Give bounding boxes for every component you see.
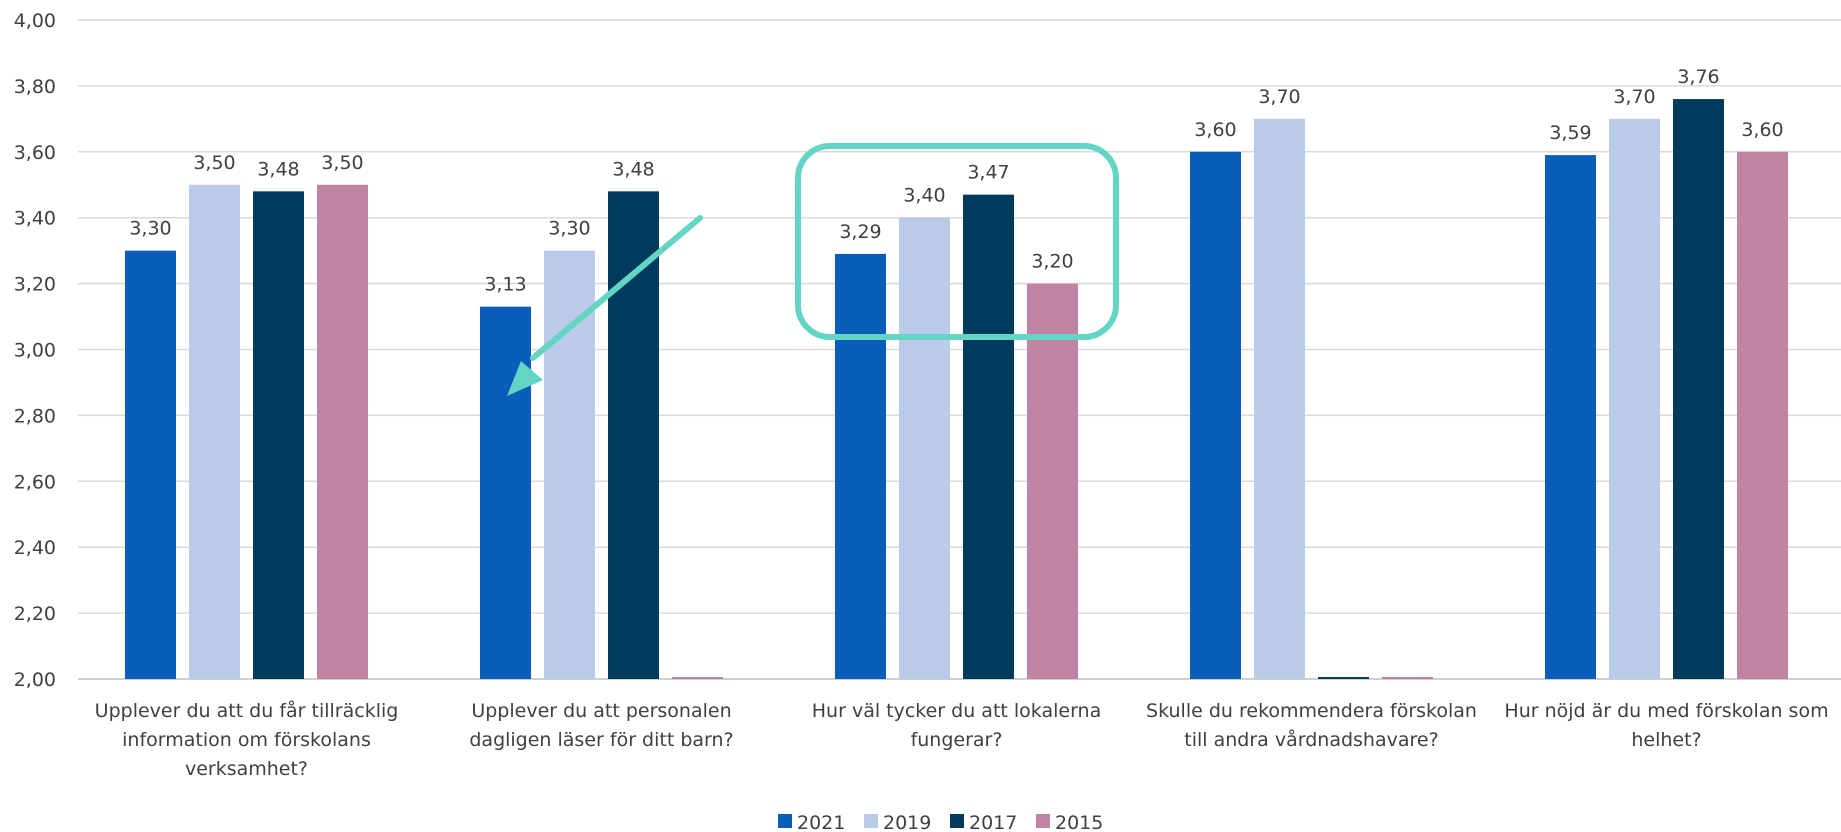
bar-2021 <box>125 250 176 679</box>
y-tick-label: 3,60 <box>14 142 56 164</box>
legend-label: 2019 <box>883 812 931 832</box>
data-label: 3,48 <box>612 158 654 180</box>
bar-2019 <box>544 250 595 679</box>
category-label: information om förskolans <box>122 729 371 751</box>
category-label: verksamhet? <box>185 758 308 780</box>
data-label: 3,40 <box>903 185 945 207</box>
legend-swatch-2017 <box>950 814 964 828</box>
legend-label: 2021 <box>797 812 845 832</box>
y-tick-label: 2,20 <box>14 603 56 625</box>
data-label: 3,48 <box>257 158 299 180</box>
data-label: 3,50 <box>321 152 363 174</box>
legend-label: 2015 <box>1055 812 1103 832</box>
data-label: 3,30 <box>548 218 590 240</box>
legend-swatch-2019 <box>864 814 878 828</box>
category-label: helhet? <box>1631 729 1701 751</box>
bar-2017 <box>608 191 659 679</box>
y-tick-label: 2,60 <box>14 471 56 493</box>
data-label: 3,13 <box>484 274 526 296</box>
legend-swatch-2015 <box>1036 814 1050 828</box>
trend-arrow-shaft <box>530 215 703 361</box>
bar-2015-empty <box>1382 677 1433 679</box>
y-tick-label: 3,00 <box>14 340 56 362</box>
bar-2015 <box>317 184 368 679</box>
data-label: 3,59 <box>1549 122 1591 144</box>
data-label: 3,60 <box>1741 119 1783 141</box>
data-label: 3,70 <box>1613 86 1655 108</box>
bars <box>125 99 1788 680</box>
y-tick-label: 3,80 <box>14 76 56 98</box>
highlight-box <box>795 143 1119 340</box>
bar-2015 <box>1027 283 1078 679</box>
category-label: till andra vårdnadshavare? <box>1184 728 1438 751</box>
bar-2017 <box>963 194 1014 679</box>
bar-2017 <box>1673 99 1724 679</box>
legend: 2021 2019 2017 2015 <box>778 812 1103 832</box>
bar-2021 <box>1190 151 1241 680</box>
category-label: Skulle du rekommendera förskolan <box>1146 700 1477 722</box>
y-tick-label: 3,40 <box>14 208 56 230</box>
data-label: 3,20 <box>1031 251 1073 273</box>
category-label: Upplever du att du får tillräcklig <box>95 699 399 722</box>
category-label: Hur nöjd är du med förskolan som <box>1504 700 1828 722</box>
bar-2015-empty <box>672 677 723 679</box>
legend-swatch-2021 <box>778 814 792 828</box>
bar-2019 <box>1254 118 1305 680</box>
gridlines <box>78 19 1841 680</box>
annotations <box>507 143 1119 396</box>
data-label: 3,70 <box>1258 86 1300 108</box>
bar-2021 <box>835 253 886 679</box>
category-label: Hur väl tycker du att lokalerna <box>812 700 1101 722</box>
y-tick-label: 3,20 <box>14 274 56 296</box>
y-tick-label: 2,00 <box>14 669 56 691</box>
x-axis-categories: Upplever du att du får tillräcklig inform… <box>95 699 1829 780</box>
legend-label: 2017 <box>969 812 1017 832</box>
bar-2017 <box>253 191 304 679</box>
bar-2019 <box>1609 118 1660 680</box>
bar-2021 <box>480 306 531 679</box>
bar-2019 <box>899 217 950 679</box>
data-label: 3,29 <box>839 221 881 243</box>
bar-2017-empty <box>1318 677 1369 679</box>
bar-2021 <box>1545 155 1596 680</box>
data-label: 3,76 <box>1677 66 1719 88</box>
bar-2019 <box>189 184 240 679</box>
trend-arrow-head <box>507 361 543 396</box>
category-label: dagligen läser för ditt barn? <box>469 729 733 751</box>
category-label: Upplever du att personalen <box>471 700 731 722</box>
y-tick-label: 2,40 <box>14 537 56 559</box>
bar-2015 <box>1737 151 1788 680</box>
category-label: fungerar? <box>911 729 1003 751</box>
data-label: 3,47 <box>967 162 1009 184</box>
y-tick-label: 4,00 <box>14 10 56 32</box>
y-tick-label: 2,80 <box>14 405 56 427</box>
data-label: 3,50 <box>193 152 235 174</box>
data-label: 3,60 <box>1194 119 1236 141</box>
y-axis: 2,00 2,20 2,40 2,60 2,80 3,00 3,20 3,40 3,60 3,80… <box>14 10 56 691</box>
data-label: 3,30 <box>129 218 171 240</box>
data-labels: 3,30 3,50 3,48 3,50 3,13 3,30 3,48 3,29 3,40 3,47… <box>129 66 1783 296</box>
